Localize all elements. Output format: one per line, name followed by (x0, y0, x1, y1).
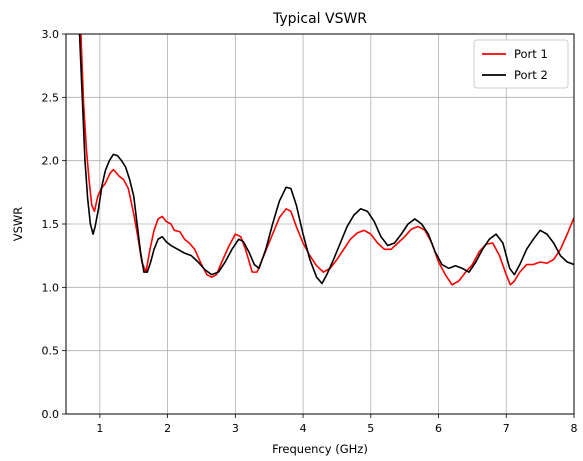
x-tick-label: 1 (96, 422, 103, 435)
y-tick-label: 2.5 (42, 91, 60, 104)
x-tick-label: 6 (435, 422, 442, 435)
legend: Port 1 Port 2 (473, 39, 569, 89)
x-tick-label: 8 (571, 422, 578, 435)
legend-label-port-2: Port 2 (514, 68, 548, 82)
y-axis-label: VSWR (11, 207, 25, 242)
chart-title: Typical VSWR (272, 11, 367, 27)
x-tick-label: 4 (300, 422, 307, 435)
legend-label-port-1: Port 1 (514, 47, 548, 61)
legend-box (473, 39, 569, 89)
x-axis-label: Frequency (GHz) (272, 442, 368, 456)
y-tick-label: 3.0 (42, 28, 60, 41)
y-tick-label: 0.5 (42, 345, 60, 358)
x-tick-label: 3 (232, 422, 239, 435)
y-tick-label: 1.5 (42, 218, 60, 231)
y-tick-label: 1.0 (42, 281, 60, 294)
series-line-port-2 (78, 34, 574, 285)
x-tick-label: 2 (164, 422, 171, 435)
x-tick-label: 7 (503, 422, 510, 435)
y-tick-label: 0.0 (42, 408, 60, 421)
y-tick-label: 2.0 (42, 155, 60, 168)
axis-ticks: 1 2 3 4 5 6 7 8 0.0 0.5 1.0 1.5 2.0 2.5 3.0 (42, 28, 578, 435)
series-layer (78, 34, 574, 286)
x-tick-label: 5 (367, 422, 374, 435)
